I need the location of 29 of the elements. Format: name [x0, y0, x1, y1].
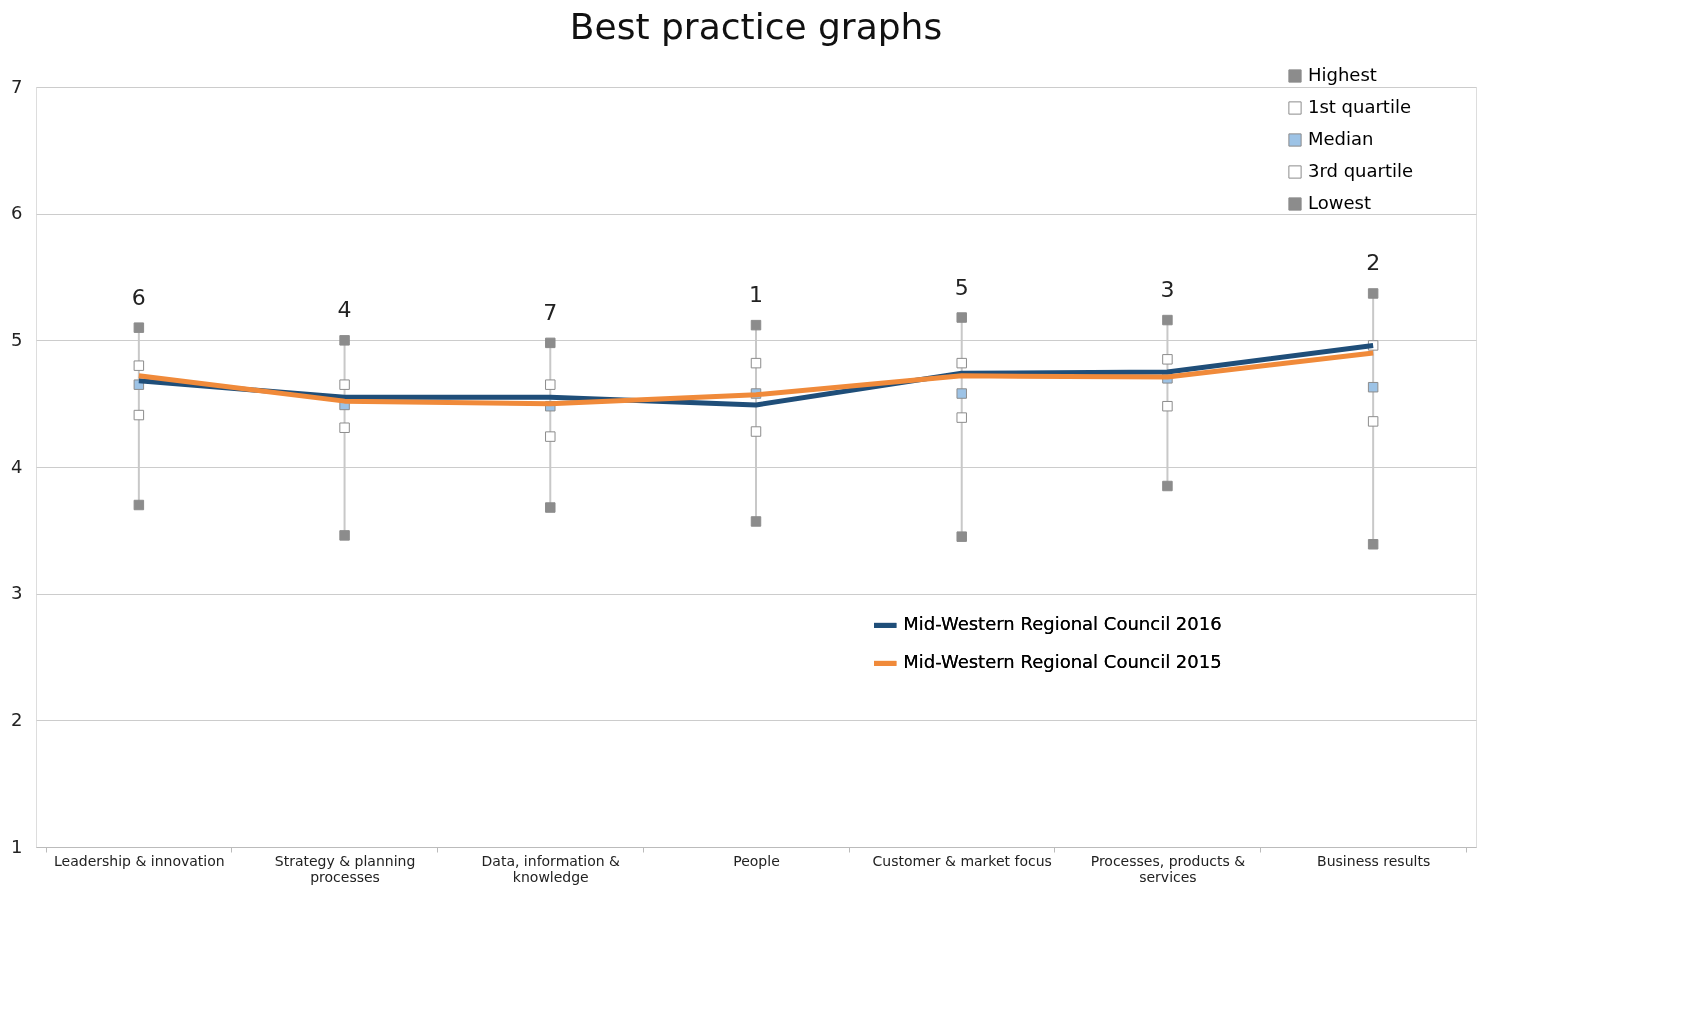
x-tick-label: Strategy & planning processes: [274, 852, 416, 885]
annotation: 3: [1160, 277, 1175, 303]
legend-label: Highest: [1308, 64, 1377, 85]
legend-label: Mid-Western Regional Council 2016: [903, 613, 1222, 635]
legend-label: Mid-Western Regional Council 2015: [903, 651, 1222, 673]
annotation: 5: [954, 274, 969, 300]
x-tick-label: Business results: [1317, 852, 1431, 869]
legend-label: Lowest: [1308, 192, 1371, 213]
y-tick-label: 7: [11, 75, 23, 97]
annotation: 6: [131, 284, 146, 310]
y-tick-label: 5: [11, 328, 23, 350]
x-tick-label: Data, information & knowledge: [481, 852, 621, 885]
legend-label: 3rd quartile: [1308, 160, 1414, 181]
annotation: 4: [337, 297, 352, 323]
x-tick-label: People: [733, 852, 780, 869]
y-tick-label: 2: [11, 708, 23, 730]
x-tick-label: Customer & market focus: [872, 852, 1052, 869]
annotation: 1: [749, 282, 763, 308]
y-tick-label: 4: [11, 455, 23, 477]
annotation: 7: [543, 299, 558, 325]
legend-label: 1st quartile: [1308, 96, 1412, 117]
x-tick-label: Leadership & innovation: [54, 852, 225, 869]
chart-title: Best practice graphs: [569, 6, 943, 47]
y-tick-label: 1: [11, 835, 23, 857]
annotation: 2: [1366, 250, 1381, 276]
y-tick-label: 6: [11, 202, 23, 224]
legend-label: Median: [1308, 128, 1374, 149]
x-tick-label: Processes, products & services: [1090, 852, 1246, 885]
y-tick-label: 3: [11, 582, 23, 604]
